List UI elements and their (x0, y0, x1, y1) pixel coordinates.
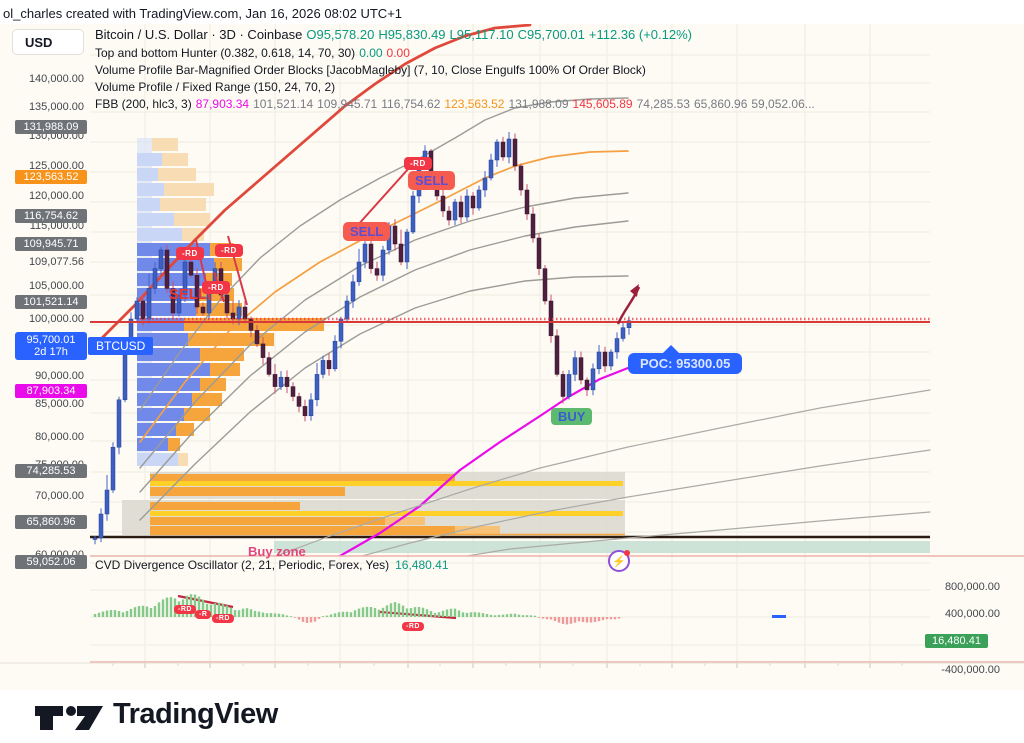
rd-signal-badge: -RD (202, 281, 230, 294)
bar-countdown: 2d 17h (34, 346, 68, 358)
rd-signal-badge: -RD (215, 244, 243, 257)
price-axis-label: 80,000.00 (35, 431, 84, 443)
price-badge: 131,988.09 (15, 120, 87, 134)
price-axis-label: 120,000.00 (28, 190, 84, 202)
price-axis-label: 105,000.00 (28, 280, 84, 292)
price-badge: 123,563.52 (15, 170, 87, 184)
symbol-row-part: L95,117.10 (449, 27, 514, 42)
symbol-row-part: Bitcoin / U.S. Dollar · 3D · Coinbase (95, 27, 303, 42)
indicator-value: 101,521.14 (253, 97, 314, 111)
main-chart-canvas[interactable] (0, 24, 1024, 690)
price-axis-label: 70,000.00 (35, 490, 84, 502)
price-axis-label: 100,000.00 (28, 313, 84, 325)
rd-signal-badge: -RD (176, 247, 204, 260)
credit-text: ol_charles created with TradingView.com,… (3, 6, 403, 21)
indicator-value: 145,605.89 (572, 97, 633, 111)
sell-signal-label: SELL (343, 222, 391, 241)
indicator-value: 87,903.34 (195, 97, 250, 111)
price-axis-label: 115,000.00 (29, 220, 84, 232)
symbol-price-label: BTCUSD (88, 337, 154, 355)
price-badge: 87,903.34 (15, 384, 87, 398)
indicator-value: 74,285.53 (636, 97, 690, 111)
rd-signal-badge: -R (195, 610, 212, 619)
indicator-value: 116,754.62 (381, 97, 441, 111)
price-badge: 101,521.14 (15, 295, 87, 309)
currency-dropdown-button[interactable]: USD (12, 29, 84, 55)
rd-signal-badge: -RD (402, 622, 424, 631)
price-badge: 116,754.62 (15, 209, 87, 223)
indicator-row[interactable]: Top and bottom Hunter (0.382, 0.618, 14,… (95, 46, 815, 60)
sell-signal-label: SELL (408, 171, 456, 190)
oscillator-scale-label: 400,000.00 (944, 608, 1000, 620)
indicator-name: Top and bottom Hunter (0.382, 0.618, 14,… (95, 46, 356, 60)
logo-strip: TradingView (0, 690, 1024, 743)
poc-callout-pointer (662, 345, 680, 354)
indicator-value: 109,945.71 (317, 97, 378, 111)
indicator-value: 65,860.96 (693, 97, 748, 111)
oscillator-name: CVD Divergence Oscillator (2, 21, Period… (95, 558, 390, 572)
symbol-row-part: +112.36 (+0.12%) (588, 27, 693, 42)
symbol-row-part: C95,700.01 (517, 27, 585, 42)
symbol-row-part: O95,578.20 (306, 27, 375, 42)
price-badge: 59,052.06 (15, 555, 87, 569)
indicator-row[interactable]: Volume Profile Bar-Magnified Order Block… (95, 63, 815, 77)
price-axis-label: 135,000.00 (28, 101, 84, 113)
buy-signal-badge: BUY (551, 408, 593, 425)
indicator-value: 0.00 (359, 46, 383, 60)
symbol-row-part: H95,830.49 (378, 27, 446, 42)
indicator-row[interactable]: Volume Profile / Fixed Range (150, 24, 7… (95, 80, 815, 94)
tradingview-logo-icon (35, 706, 103, 730)
tradingview-logo-text: TradingView (113, 698, 278, 730)
buy-zone-label: Buy zone (248, 544, 306, 559)
lightning-bolt-icon: ⚡ (612, 555, 626, 568)
price-axis-label: 140,000.00 (28, 73, 84, 85)
indicator-row[interactable]: FBB (200, hlc3, 3) 87,903.34 101,521.14 109… (95, 97, 815, 111)
oscillator-value-badge: 16,480.41 (925, 634, 988, 648)
chart-widget: USD Bitcoin / U.S. Dollar · 3D · Coinbas… (0, 24, 1024, 709)
symbol-row[interactable]: Bitcoin / U.S. Dollar · 3D · Coinbase O95… (95, 28, 815, 42)
notification-dot (624, 550, 630, 556)
indicator-value: 0.00 (386, 46, 410, 60)
rd-signal-badge: -RD (404, 157, 432, 170)
indicator-value: 59,052.06... (751, 97, 815, 111)
price-axis-label: 90,000.00 (35, 370, 84, 382)
indicator-value: 123,563.52 (444, 97, 505, 111)
rd-signal-badge: -RD (174, 605, 196, 614)
price-axis-label: 109,077.56 (28, 256, 84, 268)
price-badge: 74,285.53 (15, 464, 87, 478)
sell-signal-label: SELL (169, 286, 208, 303)
current-price-badge: 95,700.01 2d 17h (15, 332, 87, 360)
oscillator-scale-label: 800,000.00 (944, 581, 1000, 593)
oscillator-legend[interactable]: CVD Divergence Oscillator (2, 21, Period… (95, 558, 449, 572)
oscillator-value: 16,480.41 (395, 558, 449, 572)
lightning-drawing-icon[interactable]: ⚡ (608, 550, 630, 572)
rd-signal-badge: -RD (212, 614, 234, 623)
indicator-name: FBB (200, hlc3, 3) (95, 97, 192, 111)
oscillator-scale-label: -400,000.00 (941, 664, 1000, 676)
indicator-name: Volume Profile / Fixed Range (150, 24, 7… (95, 80, 336, 94)
indicator-value: 131,988.09 (508, 97, 569, 111)
poc-callout: POC: 95300.05 (628, 353, 743, 374)
price-axis-label: 85,000.00 (35, 398, 84, 410)
price-axis-label: 125,000.00 (28, 160, 84, 172)
price-badge: 65,860.96 (15, 515, 87, 529)
indicator-name: Volume Profile Bar-Magnified Order Block… (95, 63, 646, 77)
legend-panel: Bitcoin / U.S. Dollar · 3D · Coinbase O95… (95, 28, 815, 114)
current-price: 95,700.01 (26, 334, 76, 346)
price-badge: 109,945.71 (15, 237, 87, 251)
